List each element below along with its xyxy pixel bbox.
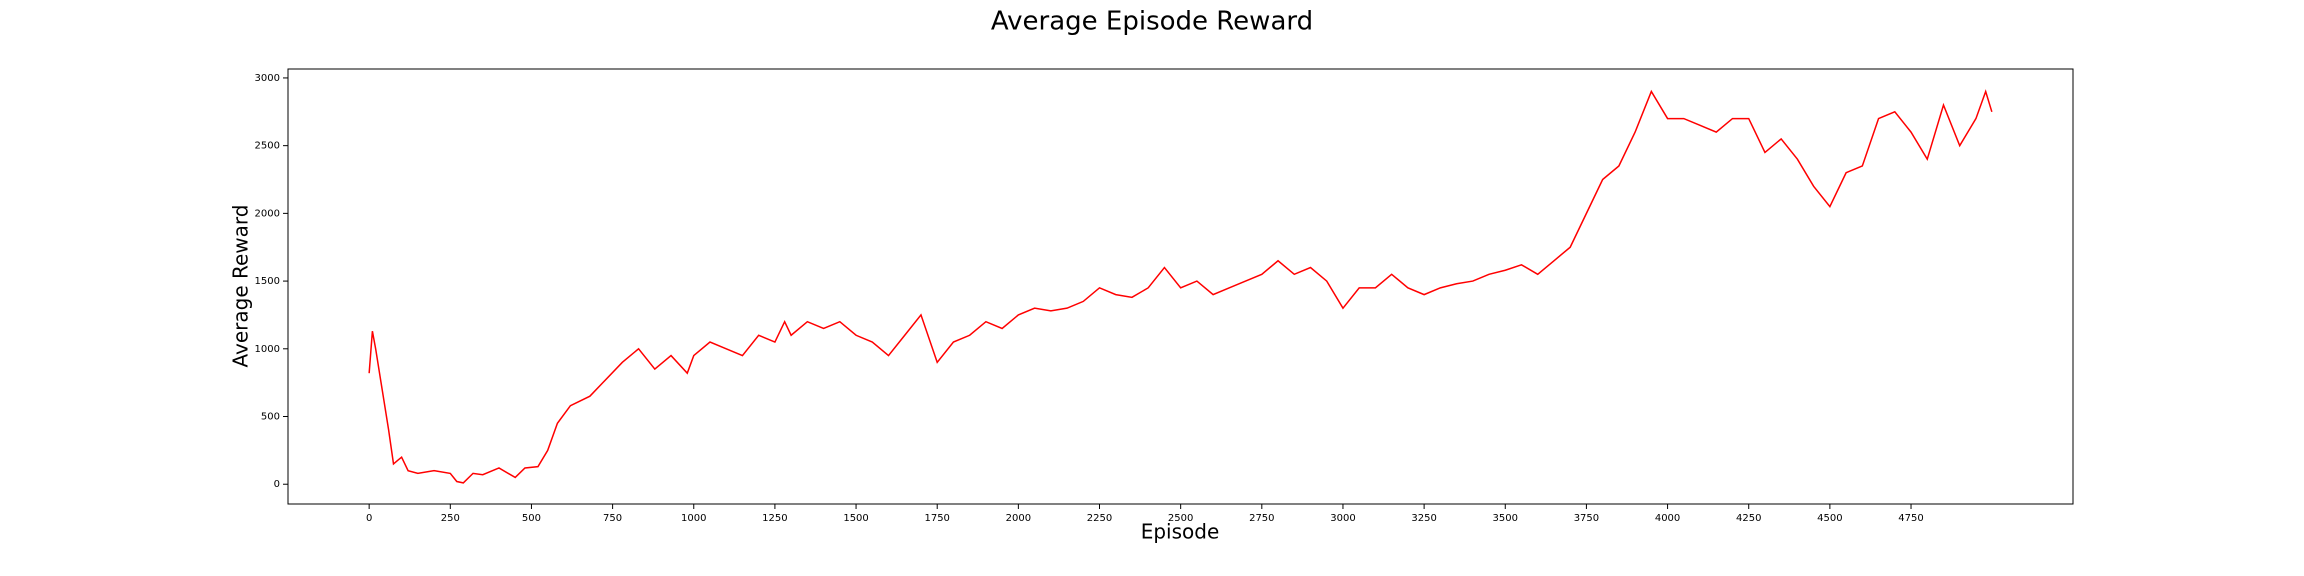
x-tick-label: 3000 — [1330, 513, 1355, 524]
chart-title: Average Episode Reward — [991, 7, 1313, 37]
data-line — [368, 89, 1993, 484]
y-tick-label: 2500 — [255, 141, 280, 152]
x-tick-label: 2750 — [1249, 513, 1274, 524]
x-tick-label: 0 — [366, 513, 372, 524]
x-tick-label: 500 — [522, 513, 541, 524]
x-tick-label: 2250 — [1087, 513, 1112, 524]
y-tick-label: 0 — [274, 479, 280, 490]
x-tick-label: 750 — [603, 513, 622, 524]
x-tick-label: 4500 — [1817, 513, 1842, 524]
x-tick-label: 4250 — [1736, 513, 1761, 524]
x-tick-label: 1500 — [843, 513, 868, 524]
x-axis-label: Episode — [1141, 520, 1220, 544]
x-tick-label: 4750 — [1898, 513, 1923, 524]
y-tick-label: 1000 — [255, 344, 280, 355]
y-tick-label: 2000 — [255, 208, 280, 219]
x-tick-label: 250 — [441, 513, 460, 524]
x-tick-label: 2500 — [1168, 513, 1193, 524]
x-tick-label: 4000 — [1655, 513, 1680, 524]
x-tick-label: 1250 — [762, 513, 787, 524]
x-tick-label: 3250 — [1411, 513, 1436, 524]
x-tick-label: 3500 — [1493, 513, 1518, 524]
y-axis-label: Average Reward — [229, 205, 253, 368]
y-tick-label: 1500 — [255, 276, 280, 287]
x-tick-label: 1750 — [924, 513, 949, 524]
x-tick-label: 1000 — [681, 513, 706, 524]
y-tick-label: 3000 — [255, 73, 280, 84]
x-tick-label: 3750 — [1574, 513, 1599, 524]
y-tick-label: 500 — [261, 412, 280, 423]
x-tick-label: 2000 — [1006, 513, 1031, 524]
